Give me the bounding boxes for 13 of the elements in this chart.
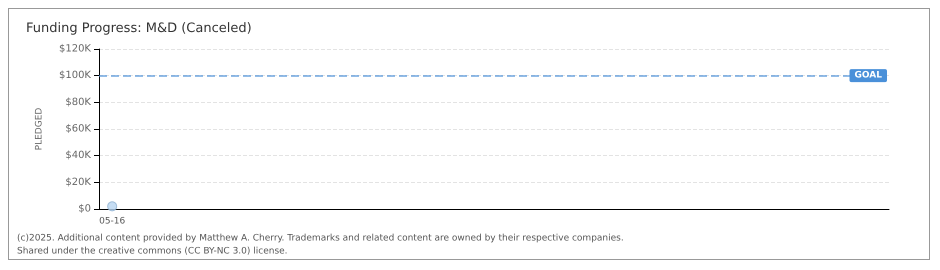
chart-title: Funding Progress: M&D (Canceled) (26, 21, 252, 36)
ref-line-label: GOAL (854, 70, 882, 81)
text: Shared under the creative commons (CC BY-NC 3.0) license. (17, 246, 288, 256)
y-tick-label: $40K (65, 150, 92, 162)
text: (c)2025. Additional content provided by Matthew A. Cherry. Trademarks and related content are owned by their respective companies. (17, 234, 624, 244)
y-tick-label: $0 (78, 204, 91, 214)
x-tick-label: 05-16 (99, 216, 126, 226)
y-axis-title: PLEDGED (34, 108, 44, 150)
y-tick-label: $20K (65, 176, 92, 188)
y-tick-label: $120K (58, 44, 92, 54)
y-tick-label: $60K (65, 124, 92, 134)
y-tick-label: $100K (58, 70, 92, 82)
y-tick-label: $80K (65, 96, 92, 108)
